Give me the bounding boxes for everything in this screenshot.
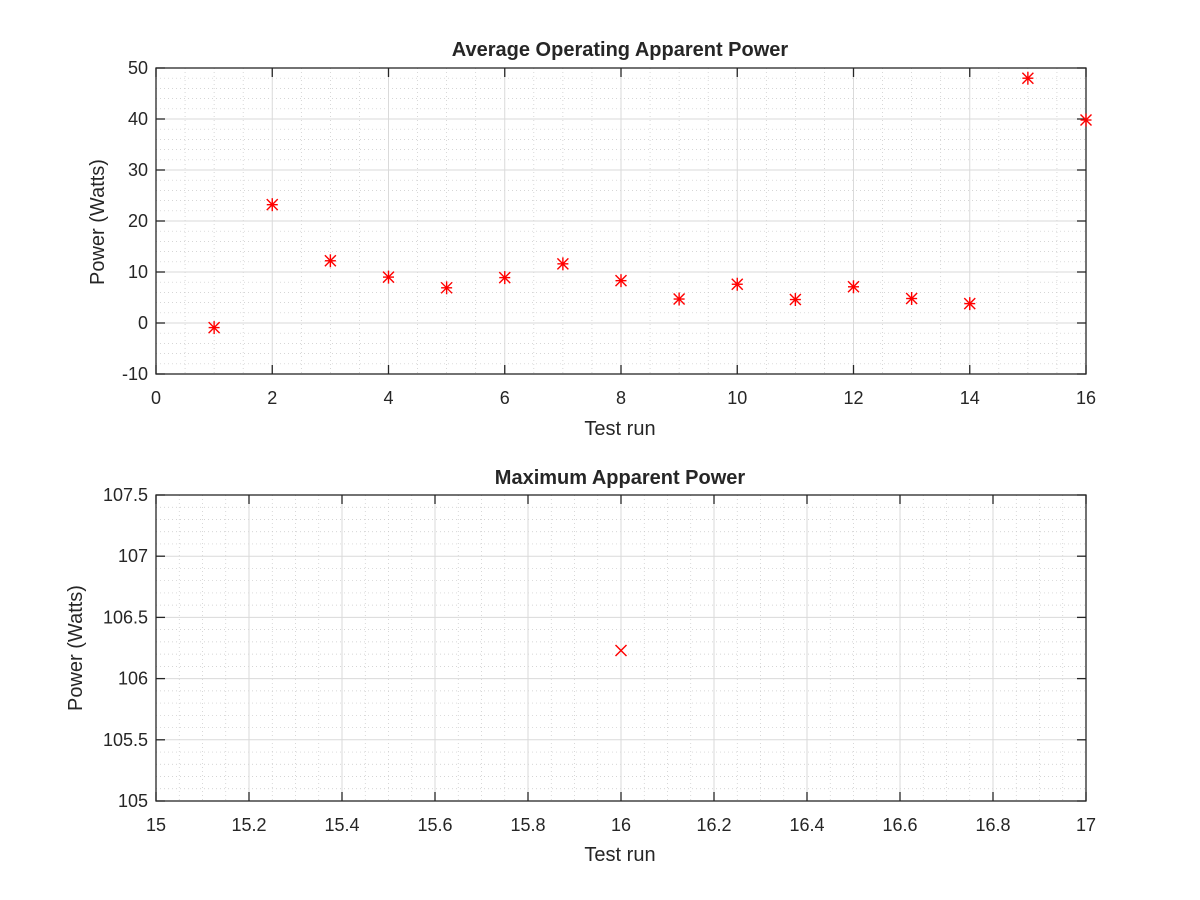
y-tick-label: 105 (118, 791, 148, 811)
data-point (615, 644, 627, 657)
y-tick-label: 105.5 (103, 730, 148, 750)
x-axis-label: Test run (584, 844, 655, 866)
chart-title: Average Operating Apparent Power (452, 39, 789, 61)
y-tick-label: 107.5 (103, 485, 148, 505)
x-tick-label: 16 (1076, 388, 1096, 408)
data-point (208, 321, 221, 335)
x-axis-label: Test run (584, 418, 655, 440)
x-tick-label: 16 (611, 815, 631, 835)
data-point (440, 281, 453, 295)
x-tick-label: 16.2 (696, 815, 731, 835)
x-tick-label: 16.8 (975, 815, 1010, 835)
x-tick-label: 2 (267, 388, 277, 408)
data-point (556, 257, 569, 271)
x-tick-label: 15.8 (510, 815, 545, 835)
x-tick-label: 15.2 (231, 815, 266, 835)
x-tick-label: 15 (146, 815, 166, 835)
y-tick-label: 40 (128, 109, 148, 129)
data-point (615, 274, 627, 288)
x-tick-label: 16.4 (789, 815, 824, 835)
axes-box (155, 494, 1087, 802)
data-point (498, 271, 511, 285)
x-tick-label: 0 (151, 388, 161, 408)
x-tick-label: 16.6 (882, 815, 917, 835)
data-point (1080, 113, 1092, 127)
x-tick-label: 4 (383, 388, 393, 408)
y-tick-label: 0 (138, 313, 148, 333)
y-tick-label: -10 (122, 364, 148, 384)
data-point (905, 292, 918, 306)
data-point (266, 198, 279, 212)
data-point (1021, 71, 1034, 85)
x-tick-label: 6 (500, 388, 510, 408)
chart-title: Maximum Apparent Power (495, 467, 746, 489)
y-tick-label: 107 (118, 546, 148, 566)
x-tick-label: 12 (843, 388, 863, 408)
data-point (963, 297, 976, 311)
data-point (847, 280, 860, 294)
y-tick-label: 50 (128, 58, 148, 78)
x-tick-label: 17 (1076, 815, 1096, 835)
x-tick-label: 15.4 (324, 815, 359, 835)
data-point (673, 292, 686, 306)
x-tick-label: 8 (616, 388, 626, 408)
y-tick-label: 10 (128, 262, 148, 282)
y-axis-label: Power (Watts) (65, 585, 87, 711)
x-tick-label: 15.6 (417, 815, 452, 835)
data-point (324, 254, 337, 268)
axes-box (155, 67, 1087, 375)
data-point (789, 293, 802, 307)
y-axis-label: Power (Watts) (87, 159, 109, 285)
y-tick-label: 106.5 (103, 607, 148, 627)
y-tick-label: 106 (118, 669, 148, 689)
y-tick-label: 30 (128, 160, 148, 180)
bottom-axes: Maximum Apparent Power Test run Power (W… (65, 467, 1096, 866)
y-tick-label: 20 (128, 211, 148, 231)
x-tick-label: 10 (727, 388, 747, 408)
data-point (382, 270, 395, 284)
top-axes: Average Operating Apparent Power Test ru… (87, 39, 1096, 440)
x-tick-label: 14 (960, 388, 980, 408)
data-point (731, 277, 744, 291)
